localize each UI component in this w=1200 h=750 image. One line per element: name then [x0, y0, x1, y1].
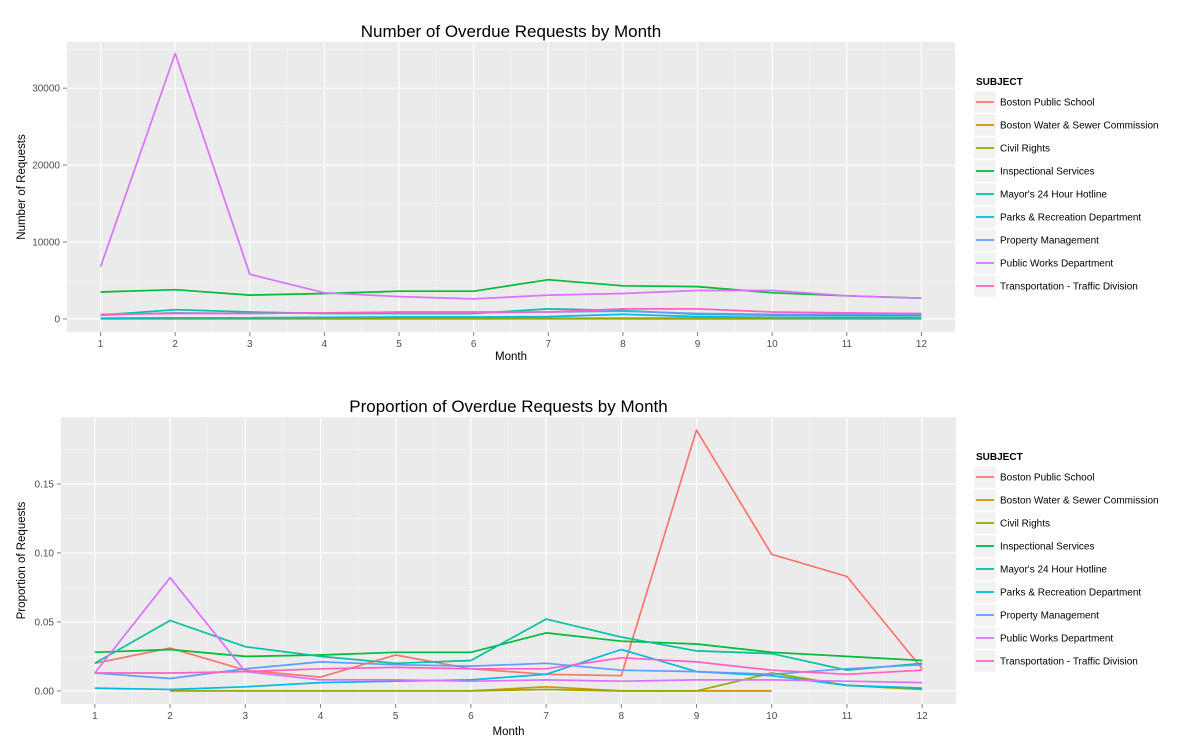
x-tick-label: 5	[393, 711, 399, 722]
legend-label: Mayor's 24 Hour Hotline	[1000, 190, 1107, 201]
legend-label: Transportation - Traffic Division	[1000, 282, 1138, 293]
x-tick-label: 8	[619, 711, 625, 722]
legend-label: Property Management	[1000, 611, 1099, 622]
x-tick-label: 3	[247, 339, 253, 350]
legend-label: Boston Public School	[1000, 98, 1095, 109]
x-axis-label: Month	[495, 351, 527, 363]
series-line	[100, 278, 922, 300]
y-tick-label: 30000	[32, 84, 60, 95]
legend: SUBJECT Boston Public School Boston Water …	[973, 77, 1159, 298]
y-tick-label: 0.10	[35, 548, 55, 559]
legend-label: Civil Rights	[1000, 519, 1050, 530]
series-line	[94, 618, 923, 672]
series-line	[94, 576, 923, 684]
legend-label: Public Works Department	[1000, 634, 1113, 645]
x-tick-label: 11	[842, 339, 853, 350]
legend-label: Inspectional Services	[1000, 542, 1095, 553]
legend-title: SUBJECT	[976, 452, 1023, 463]
legend-label: Civil Rights	[1000, 144, 1050, 155]
series-line	[94, 648, 923, 691]
y-tick-label: 0.05	[35, 617, 55, 628]
x-tick-label: 4	[318, 711, 324, 722]
series-line	[94, 656, 923, 676]
x-tick-label: 12	[916, 339, 928, 350]
y-tick-label: 0	[54, 314, 60, 325]
x-tick-label: 6	[471, 339, 477, 350]
series-line	[94, 661, 923, 680]
x-tick-label: 2	[172, 339, 178, 350]
x-tick-label: 2	[167, 711, 173, 722]
x-axis-label: Month	[493, 726, 525, 738]
legend-label: Property Management	[1000, 236, 1099, 247]
x-tick-label: 11	[842, 711, 853, 722]
chart-2: 1 2 3 4 5 6 7 8 9 10 11 120.000.050.100.15Proportio…	[16, 397, 1159, 738]
y-axis-label: Proportion of Requests	[16, 501, 28, 619]
y-tick-label: 0.00	[35, 686, 55, 697]
legend: SUBJECT Boston Public School Boston Water …	[973, 452, 1159, 673]
y-tick-label: 0.15	[35, 479, 55, 490]
legend-label: Public Works Department	[1000, 259, 1113, 270]
series-line	[99, 52, 922, 300]
legend-label: Boston Water & Sewer Commission	[1000, 496, 1159, 507]
y-axis-label: Number of Requests	[16, 134, 28, 240]
x-tick-label: 5	[396, 339, 402, 350]
chart-title: Proportion of Overdue Requests by Month	[349, 397, 667, 416]
x-tick-label: 10	[766, 711, 778, 722]
y-tick-label: 10000	[32, 238, 60, 249]
legend-label: Parks & Recreation Department	[1000, 213, 1141, 224]
x-tick-label: 4	[322, 339, 328, 350]
x-tick-label: 9	[695, 339, 701, 350]
legend-label: Inspectional Services	[1000, 167, 1095, 178]
x-tick-label: 9	[694, 711, 700, 722]
chart-title: Number of Overdue Requests by Month	[361, 22, 661, 41]
legend-label: Parks & Recreation Department	[1000, 588, 1141, 599]
legend-label: Mayor's 24 Hour Hotline	[1000, 565, 1107, 576]
legend-label: Transportation - Traffic Division	[1000, 657, 1138, 668]
legend-label: Boston Public School	[1000, 473, 1095, 484]
x-tick-label: 8	[620, 339, 626, 350]
x-tick-label: 1	[92, 711, 98, 722]
y-tick-label: 20000	[32, 161, 60, 172]
x-tick-label: 7	[543, 711, 549, 722]
legend-title: SUBJECT	[976, 77, 1023, 88]
x-tick-label: 7	[546, 339, 552, 350]
x-tick-label: 12	[917, 711, 929, 722]
x-tick-label: 1	[98, 339, 104, 350]
x-tick-label: 10	[767, 339, 779, 350]
series-line	[94, 429, 923, 678]
series-line	[170, 672, 923, 692]
x-tick-label: 3	[242, 711, 248, 722]
legend-label: Boston Water & Sewer Commission	[1000, 121, 1159, 132]
series-line	[100, 313, 922, 320]
x-tick-label: 6	[468, 711, 474, 722]
series-line	[100, 308, 922, 316]
